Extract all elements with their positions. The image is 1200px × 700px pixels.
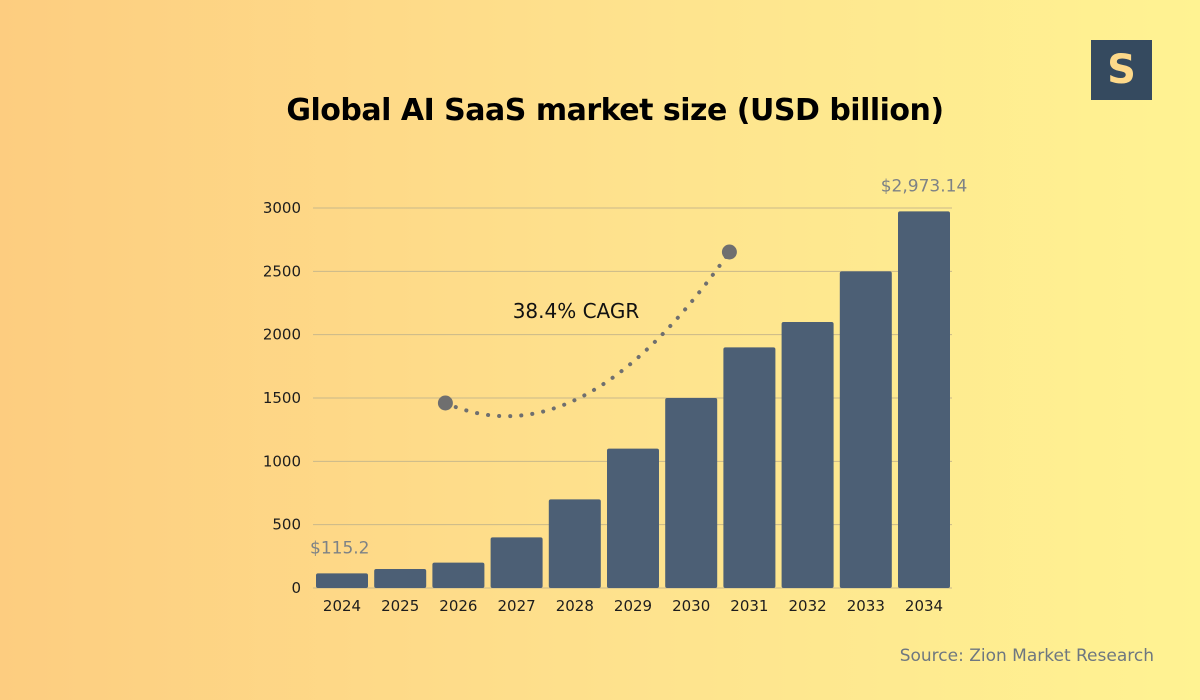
x-tick-label: 2028 [556,597,594,615]
bar-2032 [781,322,834,588]
bar-2026 [432,562,485,588]
data-label: $2,973.14 [881,176,968,196]
data-labels: $115.2 $2,973.14 [310,176,967,558]
x-tick-label: 2026 [439,597,477,615]
bar-2024 [316,573,368,588]
cagr-curve: 38.4% CAGR [437,244,737,419]
bar-2033 [839,271,892,588]
y-axis-ticks: 0 500 1000 1500 2000 2500 3000 [263,199,301,597]
x-tick-label: 2029 [614,597,652,615]
bar-2027 [490,537,543,588]
cagr-end-dot [721,244,737,260]
cagr-dotted-curve [443,250,732,419]
cagr-start-dot [437,395,453,411]
source-note: Source: Zion Market Research [899,646,1154,666]
y-tick-label: 0 [291,579,301,597]
x-tick-label: 2034 [905,597,943,615]
y-tick-label: 1500 [263,389,301,407]
y-tick-label: 500 [272,516,301,534]
cagr-label: 38.4% CAGR [513,299,640,323]
chart-title: Global AI SaaS market size (USD billion) [286,93,944,128]
brand-logo: S [1091,40,1152,100]
y-tick-label: 3000 [263,199,301,217]
bar-2028 [548,499,601,588]
data-label: $115.2 [310,538,369,558]
x-tick-label: 2032 [789,597,827,615]
bar-2034 [898,211,950,588]
y-tick-label: 2500 [263,262,301,280]
bar-2031 [723,347,776,588]
x-tick-label: 2033 [847,597,885,615]
bar-2025 [374,569,427,588]
x-tick-label: 2024 [323,597,361,615]
y-tick-label: 1000 [263,452,301,470]
bar-2030 [665,398,718,588]
y-tick-label: 2000 [263,326,301,344]
bar-2029 [607,448,659,588]
x-tick-label: 2025 [381,597,419,615]
bars [316,211,950,588]
x-tick-label: 2030 [672,597,710,615]
x-tick-label: 2031 [730,597,768,615]
x-axis-ticks: 2024 2025 2026 2027 2028 2029 2030 2031 2032 2033… [323,597,943,615]
x-tick-label: 2027 [498,597,536,615]
